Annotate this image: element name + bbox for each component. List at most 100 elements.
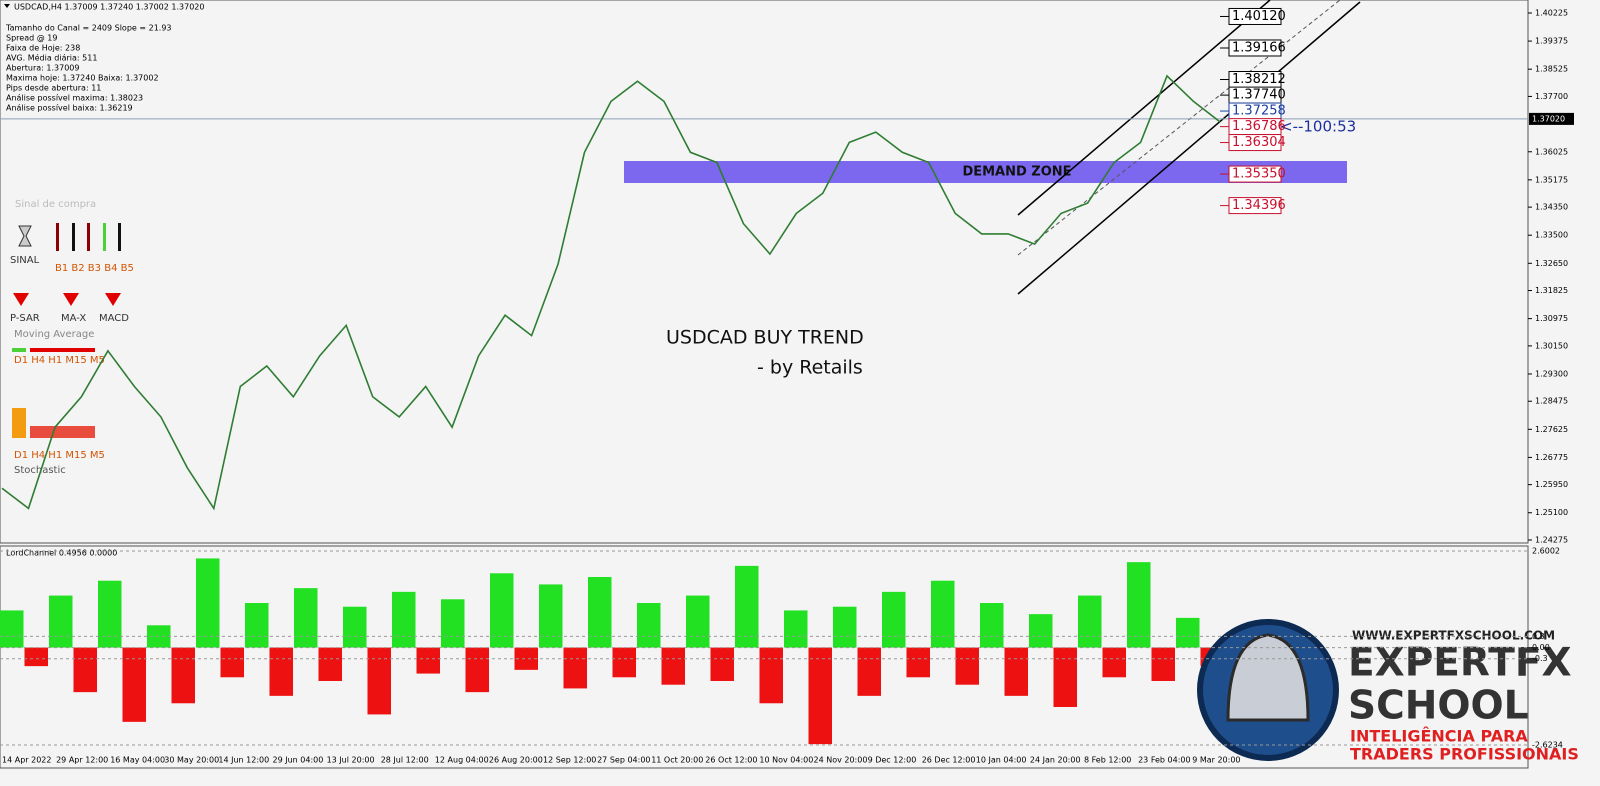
osc-bar: [49, 595, 73, 648]
info-line: Spread @ 19: [6, 34, 57, 43]
level-box: [1228, 165, 1282, 183]
osc-bar: [588, 577, 612, 648]
osc-bar: [882, 591, 906, 648]
arrow-down: [105, 293, 121, 306]
osc-bar: [710, 647, 734, 681]
buffer-bar: [56, 223, 59, 251]
osc-bar: [490, 573, 514, 648]
arrow-down: [13, 293, 29, 306]
menu-arrow[interactable]: [4, 4, 10, 8]
info-line: Faixa de Hoje: 238: [6, 44, 80, 53]
osc-bar: [1127, 562, 1151, 648]
osc-tick-label: 2.6002: [1532, 547, 1560, 556]
price-tick-label: 1.27625: [1535, 425, 1568, 434]
countdown: <--100:53: [1280, 118, 1356, 136]
logo-name: SCHOOL: [1348, 684, 1529, 729]
level-label: 1.38212: [1232, 72, 1286, 87]
level-box: [1228, 134, 1282, 152]
time-label: 16 May 04:00: [110, 756, 165, 765]
signal-title: Sinal de compra: [15, 199, 96, 210]
osc-bar: [343, 606, 367, 648]
channel-mid: [1017, 0, 1341, 256]
osc-bar: [1053, 647, 1077, 707]
channel-line: [1017, 1, 1361, 295]
info-line: Maxima hoje: 1.37240 Baixa: 1.37002: [6, 74, 159, 83]
level-label: 1.35350: [1232, 167, 1286, 182]
info-line: Análise possível baixa: 1.36219: [6, 104, 133, 113]
logo-helmet: [1226, 633, 1310, 722]
time-label: 9 Dec 12:00: [868, 756, 917, 765]
osc-bar: [661, 647, 685, 685]
level-box: [1228, 197, 1282, 215]
buffer-bar: [87, 223, 90, 251]
price-tick-label: 1.31825: [1535, 286, 1568, 295]
time-label: 12 Sep 12:00: [543, 756, 596, 765]
time-label: 14 Apr 2022: [2, 756, 51, 765]
logo-tagline: TRADERS PROFISSIONAIS: [1350, 745, 1579, 764]
osc-tick-label: -2.6234: [1532, 741, 1563, 750]
osc-bar: [808, 647, 832, 745]
info-line: Tamanho do Canal = 2409 Slope = 21.93: [5, 24, 172, 33]
level-label: 1.37258: [1232, 104, 1286, 119]
osc-bar: [171, 647, 195, 704]
level-label: 1.34396: [1232, 198, 1286, 213]
logo-url: WWW.EXPERTFXSCHOOL.COM: [1352, 629, 1555, 643]
price-tick-label: 1.24275: [1535, 536, 1568, 545]
osc-bar: [735, 565, 759, 648]
time-label: 14 Jun 12:00: [218, 756, 269, 765]
osc-bar: [759, 647, 783, 704]
time-label: 10 Jan 04:00: [976, 756, 1027, 765]
osc-bar: [0, 610, 24, 648]
osc-bar: [73, 647, 97, 693]
info-line: Abertura: 1.37009: [6, 64, 79, 73]
logo-tagline: INTELIGÊNCIA PARA: [1350, 727, 1528, 746]
osc-bar: [857, 647, 881, 696]
level-label: 1.36786: [1232, 119, 1286, 134]
ma-dash: [30, 348, 95, 352]
price-tick-label: 1.40225: [1535, 9, 1568, 18]
osc-tick-label: 0.00: [1532, 643, 1550, 652]
indicator-label: MA-X: [61, 313, 86, 324]
time-label: 26 Oct 12:00: [705, 756, 757, 765]
time-label: 26 Dec 12:00: [922, 756, 976, 765]
price-tick-label: 1.37700: [1535, 92, 1568, 101]
osc-bar: [1176, 617, 1200, 648]
price-tick-label: 1.25100: [1535, 508, 1568, 517]
osc-bar: [294, 588, 318, 648]
osc-bar: [367, 647, 391, 715]
osc-bar: [196, 558, 220, 648]
current-price-box: [1529, 112, 1574, 125]
buffer-bar: [118, 223, 121, 251]
time-label: 10 Nov 04:00: [759, 756, 813, 765]
osc-bar: [122, 647, 146, 722]
time-label: 11 Oct 20:00: [651, 756, 703, 765]
osc-bar: [980, 603, 1004, 648]
osc-bar: [563, 647, 587, 689]
buffer-bar: [72, 223, 75, 251]
ma-timeframes: D1 H4 H1 M15 M5: [14, 355, 105, 366]
buffer-labels: B1 B2 B3 B4 B5: [55, 263, 134, 274]
indicator-label: MACD: [99, 313, 129, 324]
osc-bar: [539, 584, 563, 648]
symbol-line: USDCAD,H4 1.37009 1.37240 1.37002 1.3702…: [14, 3, 204, 12]
info-line: Análise possível maxima: 1.38023: [6, 94, 143, 103]
level-label: 1.36304: [1232, 135, 1286, 150]
price-tick-label: 1.38525: [1535, 65, 1568, 74]
time-label: 24 Jan 20:00: [1030, 756, 1081, 765]
arrow-down: [63, 293, 79, 306]
osc-bar: [637, 603, 661, 648]
ma-dash: [12, 348, 26, 352]
info-line: AVG. Média diária: 511: [6, 53, 97, 63]
price-tick-label: 1.30150: [1535, 341, 1568, 350]
osc-tick-label: -0.3: [1532, 654, 1548, 663]
stoch-block: [12, 408, 26, 438]
time-label: 29 Jun 04:00: [273, 756, 324, 765]
osc-bar: [416, 647, 440, 674]
indicator-label: P-SAR: [10, 313, 40, 324]
price-tick-label: 1.35175: [1535, 175, 1568, 184]
demand-zone-label: DEMAND ZONE: [962, 165, 1071, 180]
price-tick-label: 1.34350: [1535, 203, 1568, 212]
info-line: Pips desde abertura: 11: [6, 84, 101, 93]
